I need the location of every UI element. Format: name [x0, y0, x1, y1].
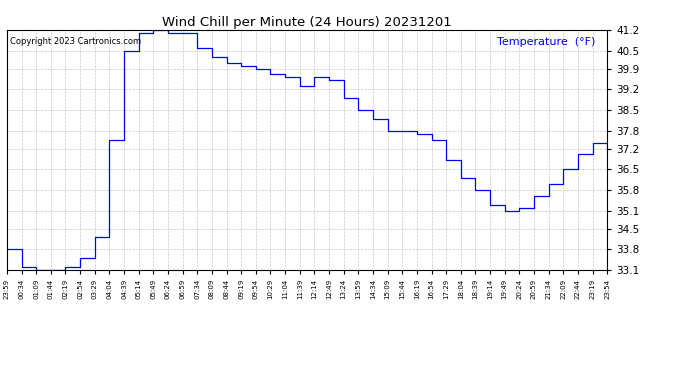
Text: Temperature  (°F): Temperature (°F): [497, 37, 595, 47]
Title: Wind Chill per Minute (24 Hours) 20231201: Wind Chill per Minute (24 Hours) 2023120…: [162, 16, 452, 29]
Text: Copyright 2023 Cartronics.com: Copyright 2023 Cartronics.com: [10, 37, 141, 46]
